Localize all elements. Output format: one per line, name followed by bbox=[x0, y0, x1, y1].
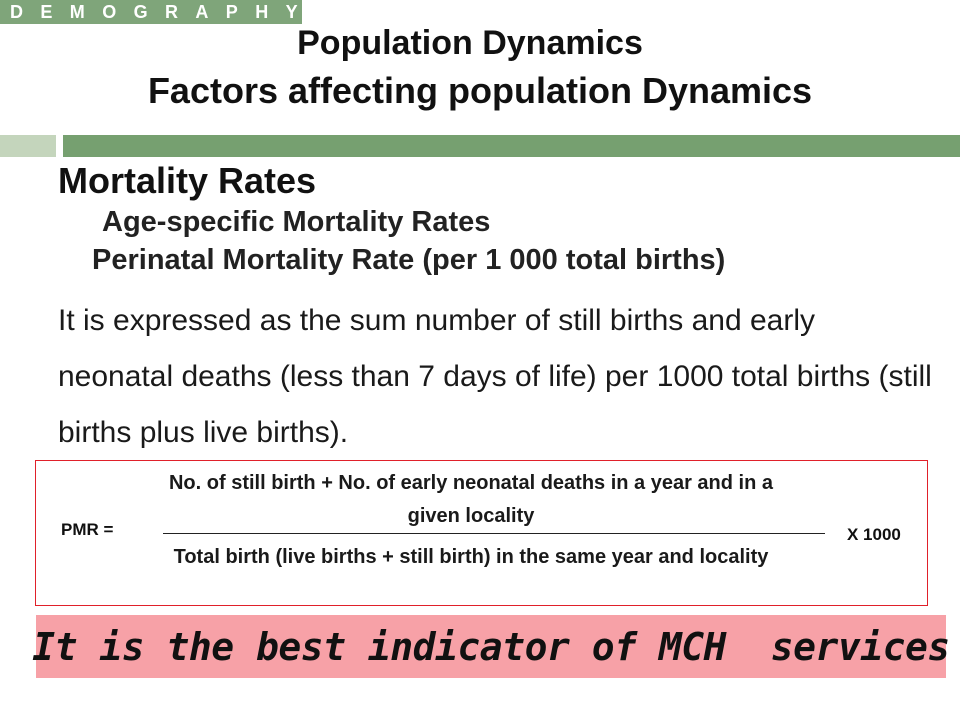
section-badge: DEMOGRAPHY bbox=[0, 0, 302, 24]
heading-perinatal: Perinatal Mortality Rate (per 1 000 tota… bbox=[92, 244, 726, 276]
callout-banner: It is the best indicator of MCH services bbox=[32, 615, 950, 678]
definition-paragraph: It is expressed as the sum number of sti… bbox=[58, 304, 932, 449]
callout-text: It is the best indicator of MCH services bbox=[32, 624, 950, 669]
heading-mortality-rates: Mortality Rates bbox=[58, 160, 317, 201]
decorative-bar-left bbox=[0, 135, 56, 157]
heading-age-specific: Age-specific Mortality Rates bbox=[102, 206, 491, 238]
slide-subtitle: Factors affecting population Dynamics bbox=[147, 70, 813, 111]
badge-label: DEMOGRAPHY bbox=[10, 1, 316, 22]
formula-denominator: Total birth (live births + still birth) … bbox=[173, 546, 769, 568]
formula-box: PMR = No. of still birth + No. of early … bbox=[35, 460, 928, 606]
formula-label: PMR = bbox=[61, 520, 114, 539]
formula-multiplier: X 1000 bbox=[847, 525, 901, 544]
slide-title: Population Dynamics bbox=[297, 24, 643, 62]
formula-numerator: No. of still birth + No. of early neonat… bbox=[168, 472, 773, 527]
fraction-line bbox=[163, 533, 825, 534]
decorative-bar-right bbox=[63, 135, 960, 157]
